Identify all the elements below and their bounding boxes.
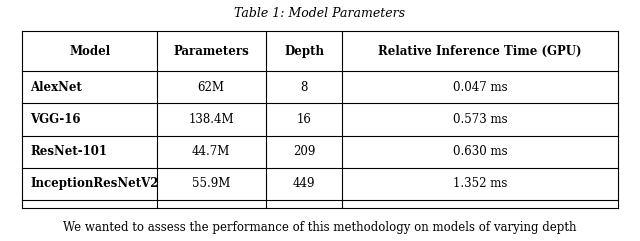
Text: 55.9M: 55.9M (192, 177, 230, 190)
Text: Model: Model (69, 45, 110, 58)
Text: 8: 8 (300, 81, 308, 94)
Text: Parameters: Parameters (173, 45, 249, 58)
Text: AlexNet: AlexNet (30, 81, 82, 94)
Text: Table 1: Model Parameters: Table 1: Model Parameters (234, 7, 406, 20)
Text: 0.630 ms: 0.630 ms (452, 145, 508, 158)
Text: Relative Inference Time (GPU): Relative Inference Time (GPU) (378, 45, 582, 58)
Text: 62M: 62M (198, 81, 225, 94)
Text: 1.352 ms: 1.352 ms (453, 177, 507, 190)
Text: VGG-16: VGG-16 (30, 113, 81, 126)
Text: 44.7M: 44.7M (192, 145, 230, 158)
Text: 209: 209 (293, 145, 315, 158)
Text: Depth: Depth (284, 45, 324, 58)
Text: InceptionResNetV2: InceptionResNetV2 (30, 177, 159, 190)
Text: 138.4M: 138.4M (188, 113, 234, 126)
Text: 16: 16 (296, 113, 312, 126)
Text: 0.047 ms: 0.047 ms (452, 81, 508, 94)
Text: ResNet-101: ResNet-101 (30, 145, 107, 158)
Text: 0.573 ms: 0.573 ms (452, 113, 508, 126)
Text: 449: 449 (292, 177, 316, 190)
Text: We wanted to assess the performance of this methodology on models of varying dep: We wanted to assess the performance of t… (63, 221, 577, 234)
